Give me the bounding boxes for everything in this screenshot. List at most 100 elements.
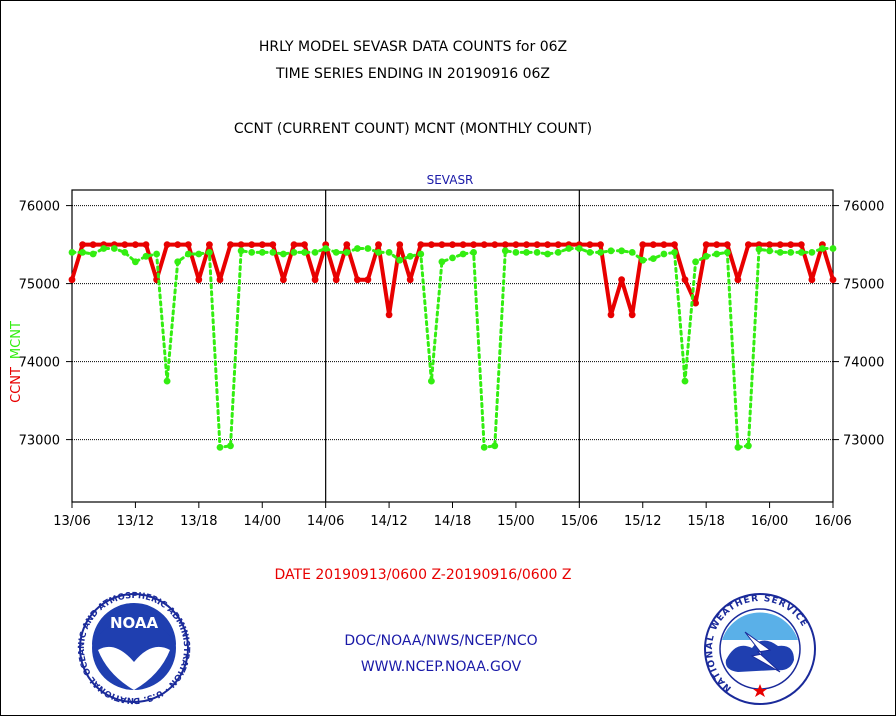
xtick-label: 14/12 [370, 514, 407, 529]
ytick-label-right: 74000 [843, 356, 884, 371]
point-mcnt [597, 249, 604, 256]
point-mcnt [290, 249, 298, 256]
chart-title: HRLY MODEL SEVASR DATA COUNTS for 06Z [259, 39, 567, 55]
point-ccnt [79, 241, 86, 249]
point-mcnt [523, 249, 530, 256]
point-ccnt [702, 241, 710, 249]
ytick-label-left: 76000 [19, 200, 60, 215]
svg-text:CCNTMCNT: CCNT MCNT [9, 321, 24, 403]
point-mcnt [248, 249, 256, 256]
point-ccnt [766, 241, 773, 249]
point-mcnt [258, 249, 266, 256]
point-ccnt [206, 241, 213, 249]
point-mcnt [470, 249, 477, 256]
point-ccnt [734, 276, 742, 284]
point-mcnt [459, 250, 467, 258]
point-mcnt [797, 249, 805, 256]
point-ccnt [428, 241, 435, 249]
point-mcnt [787, 249, 795, 256]
point-mcnt [132, 258, 139, 266]
point-mcnt [745, 442, 752, 450]
point-ccnt [354, 276, 361, 284]
point-mcnt [480, 444, 488, 451]
website-link[interactable]: WWW.NCEP.NOAA.GOV [361, 659, 522, 675]
point-mcnt [301, 249, 308, 256]
point-mcnt [174, 258, 182, 266]
point-ccnt [449, 241, 456, 249]
point-mcnt [829, 245, 837, 252]
point-ccnt [533, 241, 541, 249]
point-ccnt [195, 276, 203, 284]
xtick-label: 16/00 [751, 514, 788, 529]
date-range-label: DATE 20190913/0600 Z-20190916/0600 Z [275, 567, 572, 583]
point-mcnt [554, 249, 562, 256]
plot-area: 73000 73000 74000 74000 75000 75000 76000 76000… [19, 189, 884, 529]
point-ccnt [660, 241, 668, 249]
point-mcnt [280, 250, 287, 258]
point-ccnt [501, 241, 509, 249]
point-ccnt [417, 241, 425, 249]
chart-subtitle: TIME SERIES ENDING IN 20190916 06Z [275, 66, 550, 82]
point-ccnt [681, 276, 689, 284]
point-ccnt [301, 241, 308, 249]
xtick-label: 14/06 [307, 514, 344, 529]
point-mcnt [639, 256, 647, 264]
point-ccnt [332, 276, 340, 284]
point-ccnt [184, 241, 192, 249]
point-mcnt [332, 249, 340, 256]
point-ccnt [375, 241, 382, 249]
point-mcnt [512, 249, 520, 256]
point-ccnt [396, 241, 404, 249]
point-mcnt [216, 444, 224, 451]
panel-label: SEVASR [427, 173, 474, 187]
series-line-mcnt [70, 246, 835, 450]
point-ccnt [628, 311, 636, 319]
point-ccnt [713, 241, 721, 249]
point-mcnt [153, 250, 161, 258]
point-mcnt [375, 249, 382, 256]
point-ccnt [438, 241, 446, 249]
point-ccnt [523, 241, 530, 249]
point-ccnt [480, 241, 488, 249]
point-mcnt [819, 245, 826, 252]
point-ccnt [491, 241, 499, 249]
point-mcnt [89, 250, 97, 258]
point-mcnt [227, 442, 234, 450]
point-mcnt [618, 247, 625, 255]
point-ccnt [692, 299, 699, 307]
point-ccnt [797, 241, 805, 249]
point-ccnt [512, 241, 520, 249]
point-ccnt [808, 276, 816, 284]
point-ccnt [618, 276, 625, 284]
point-ccnt [829, 276, 837, 284]
svg-text:NATIONAL OCEANIC AND ATMOSPHER: NATIONAL OCEANIC AND ATMOSPHERIC ADMINIS… [0, 0, 191, 705]
point-ccnt [745, 241, 752, 249]
point-ccnt [163, 241, 171, 249]
point-ccnt [269, 241, 277, 249]
point-mcnt [607, 247, 615, 255]
point-mcnt [110, 245, 118, 252]
point-mcnt [671, 249, 678, 256]
point-ccnt [290, 241, 298, 249]
agency-line: DOC/NOAA/NWS/NCEP/NCO [344, 633, 537, 649]
ytick-label-right: 76000 [843, 200, 884, 215]
xtick-label: 14/00 [244, 514, 281, 529]
point-mcnt [565, 245, 573, 252]
point-mcnt [575, 245, 583, 252]
point-mcnt [702, 252, 710, 260]
point-ccnt [227, 241, 234, 249]
point-mcnt [586, 249, 594, 256]
point-mcnt [713, 250, 721, 258]
point-mcnt [428, 377, 435, 385]
point-ccnt [89, 241, 97, 249]
point-ccnt [216, 276, 224, 284]
nws-logo: NATIONAL WEATHER SERVICE [704, 593, 816, 705]
point-ccnt [787, 241, 795, 249]
point-ccnt [544, 241, 551, 249]
plot-frame [71, 189, 834, 503]
xtick-label: 15/00 [497, 514, 534, 529]
point-mcnt [142, 252, 150, 260]
point-mcnt [322, 245, 330, 252]
point-mcnt [406, 252, 414, 260]
ytick-label-right: 73000 [843, 434, 884, 449]
